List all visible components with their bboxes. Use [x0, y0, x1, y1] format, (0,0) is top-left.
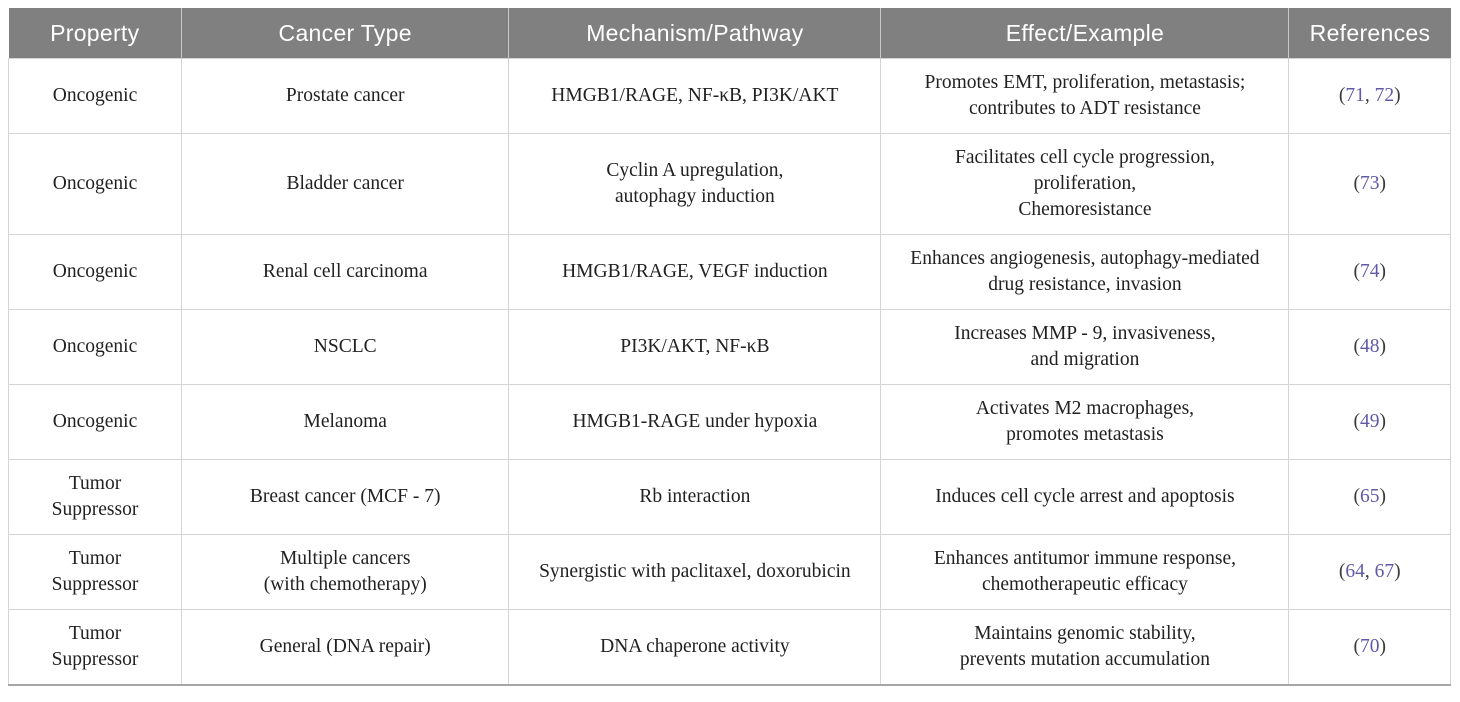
cancer-type-cell: Breast cancer (MCF - 7): [181, 459, 510, 535]
table-row: Oncogenic NSCLC PI3K/AKT, NF-κB Increases M…: [7, 309, 1451, 385]
reference-link[interactable]: 67: [1374, 561, 1395, 582]
property-cell: Tumor Suppressor: [7, 534, 183, 610]
table-body: Oncogenic Prostate cancer HMGB1/RAGE, NF-κ…: [7, 58, 1451, 686]
effect-cell: Induces cell cycle arrest and apoptosis: [880, 459, 1290, 535]
reference-link[interactable]: 70: [1359, 636, 1380, 657]
hmgb1-cancer-table: Property Cancer Type Mechanism/Pathway E…: [7, 8, 1451, 686]
effect-cell: Maintains genomic stability, prevents mu…: [880, 609, 1290, 686]
mechanism-cell: HMGB1/RAGE, VEGF induction: [508, 234, 882, 310]
cancer-type-cell: Renal cell carcinoma: [181, 234, 510, 310]
cancer-type-cell: Melanoma: [181, 384, 510, 460]
table-row: Tumor Suppressor General (DNA repair) DNA …: [7, 609, 1451, 686]
references-cell: (70): [1288, 609, 1451, 686]
effect-cell: Enhances antitumor immune response, chem…: [880, 534, 1290, 610]
column-header-references: References: [1288, 8, 1451, 59]
reference-citation: (73): [1353, 173, 1386, 194]
cancer-type-cell: Prostate cancer: [181, 58, 510, 134]
table-row: Oncogenic Bladder cancer Cyclin A upregula…: [7, 133, 1451, 235]
table-header: Property Cancer Type Mechanism/Pathway E…: [8, 8, 1451, 59]
references-cell: (49): [1288, 384, 1451, 460]
reference-link[interactable]: 64: [1345, 561, 1365, 582]
table-row: Tumor Suppressor Breast cancer (MCF - 7) R…: [7, 459, 1451, 535]
reference-citation: (74): [1353, 261, 1386, 282]
table-row: Tumor Suppressor Multiple cancers (with c…: [7, 534, 1451, 610]
references-cell: (73): [1288, 133, 1451, 235]
reference-link[interactable]: 71: [1345, 85, 1365, 106]
mechanism-cell: Rb interaction: [508, 459, 882, 535]
cancer-type-cell: Bladder cancer: [181, 133, 510, 235]
reference-citation: (71, 72): [1338, 85, 1401, 106]
mechanism-cell: Cyclin A upregulation, autophagy inducti…: [508, 133, 882, 235]
effect-cell: Promotes EMT, proliferation, metastasis;…: [880, 58, 1290, 134]
property-cell: Oncogenic: [7, 58, 183, 134]
property-cell: Oncogenic: [7, 384, 183, 460]
references-cell: (65): [1288, 459, 1451, 535]
reference-citation: (64, 67): [1338, 561, 1401, 582]
cancer-type-cell: NSCLC: [181, 309, 510, 385]
mechanism-cell: HMGB1/RAGE, NF-κB, PI3K/AKT: [508, 58, 882, 134]
reference-citation: (48): [1353, 336, 1386, 357]
effect-cell: Increases MMP - 9, invasiveness, and mig…: [880, 309, 1290, 385]
table-row: Oncogenic Melanoma HMGB1-RAGE under hypoxi…: [7, 384, 1451, 460]
column-header-cancer-type: Cancer Type: [181, 8, 509, 59]
reference-link[interactable]: 73: [1359, 173, 1380, 194]
property-cell: Tumor Suppressor: [7, 609, 183, 686]
column-header-mechanism: Mechanism/Pathway: [508, 8, 881, 59]
table-row: Oncogenic Prostate cancer HMGB1/RAGE, NF-κ…: [7, 58, 1451, 134]
property-cell: Tumor Suppressor: [7, 459, 183, 535]
table-row: Oncogenic Renal cell carcinoma HMGB1/RAGE,…: [7, 234, 1451, 310]
effect-cell: Activates M2 macrophages, promotes metas…: [880, 384, 1290, 460]
cancer-type-cell: Multiple cancers (with chemotherapy): [181, 534, 510, 610]
mechanism-cell: HMGB1-RAGE under hypoxia: [508, 384, 882, 460]
reference-citation: (49): [1353, 411, 1386, 432]
reference-link[interactable]: 74: [1359, 261, 1380, 282]
mechanism-cell: Synergistic with paclitaxel, doxorubicin: [508, 534, 882, 610]
reference-link[interactable]: 48: [1359, 336, 1380, 357]
reference-citation: (65): [1353, 486, 1386, 507]
effect-cell: Enhances angiogenesis, autophagy-mediate…: [880, 234, 1290, 310]
property-cell: Oncogenic: [7, 234, 183, 310]
references-cell: (64, 67): [1288, 534, 1451, 610]
references-cell: (48): [1288, 309, 1451, 385]
mechanism-cell: PI3K/AKT, NF-κB: [508, 309, 882, 385]
property-cell: Oncogenic: [7, 309, 183, 385]
column-header-property: Property: [8, 8, 182, 59]
reference-citation: (70): [1353, 636, 1386, 657]
references-cell: (74): [1288, 234, 1451, 310]
mechanism-cell: DNA chaperone activity: [508, 609, 882, 686]
cancer-type-cell: General (DNA repair): [181, 609, 510, 686]
references-cell: (71, 72): [1288, 58, 1451, 134]
reference-link[interactable]: 72: [1374, 85, 1395, 106]
reference-link[interactable]: 49: [1359, 411, 1380, 432]
reference-link[interactable]: 65: [1359, 486, 1380, 507]
column-header-effect: Effect/Example: [880, 8, 1289, 59]
effect-cell: Facilitates cell cycle progression, prol…: [880, 133, 1290, 235]
property-cell: Oncogenic: [7, 133, 183, 235]
